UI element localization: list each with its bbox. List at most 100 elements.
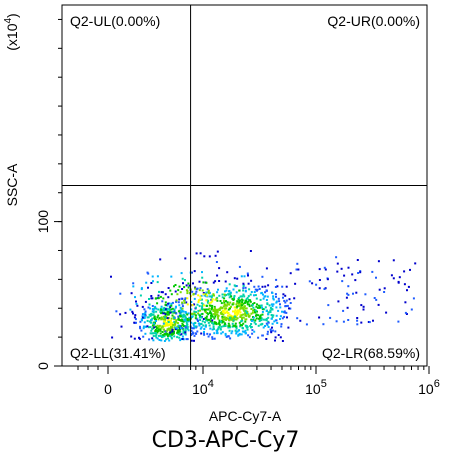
event-dots — [110, 250, 417, 342]
event-dot — [152, 313, 155, 316]
event-dot — [221, 293, 224, 296]
event-dot — [179, 315, 182, 318]
event-dot — [275, 306, 278, 309]
event-dot — [230, 314, 232, 317]
event-dot — [259, 316, 262, 319]
event-dot — [377, 303, 380, 306]
event-dot — [184, 331, 187, 334]
event-dot — [211, 304, 214, 307]
event-dot — [184, 257, 187, 260]
event-dot — [412, 297, 415, 300]
event-dot — [242, 327, 244, 330]
event-dot — [259, 298, 262, 301]
event-dot — [206, 301, 209, 304]
event-dot — [256, 306, 259, 309]
event-dot — [268, 304, 271, 307]
event-dot — [237, 304, 240, 307]
event-dot — [193, 270, 196, 273]
event-dot — [318, 287, 321, 290]
event-dot — [132, 282, 135, 285]
event-dot — [158, 334, 160, 337]
event-dot — [247, 334, 250, 337]
event-dot — [249, 299, 252, 302]
event-dot — [203, 330, 205, 333]
event-dot — [190, 271, 193, 274]
event-dot — [288, 298, 291, 301]
event-dot — [165, 312, 168, 315]
event-dot — [148, 313, 151, 316]
event-dot — [150, 319, 153, 322]
event-dot — [119, 313, 122, 316]
event-dot — [170, 317, 173, 320]
event-dot — [183, 299, 186, 302]
event-dot — [155, 307, 158, 310]
event-dot — [173, 321, 176, 324]
event-dot — [275, 278, 278, 281]
event-dot — [248, 305, 251, 308]
event-dot — [225, 289, 228, 292]
event-dot — [180, 310, 183, 313]
event-dot — [143, 308, 146, 311]
event-dot — [246, 328, 249, 331]
event-dot — [359, 270, 362, 273]
event-dot — [345, 296, 348, 299]
event-dot — [187, 312, 190, 315]
event-dot — [208, 324, 211, 327]
event-dot — [167, 337, 169, 340]
event-dot — [207, 291, 210, 294]
event-dot — [151, 324, 154, 327]
event-dot — [224, 312, 227, 314]
event-dot — [253, 308, 256, 311]
event-dot — [193, 312, 196, 315]
event-dot — [178, 336, 181, 339]
event-dot — [201, 320, 204, 323]
event-dot — [166, 311, 169, 313]
event-dot — [214, 309, 217, 312]
event-dot — [253, 321, 256, 324]
event-dot — [283, 311, 286, 314]
event-dot — [228, 313, 231, 316]
event-dot — [187, 282, 190, 285]
event-dot — [216, 250, 219, 253]
event-dot — [191, 327, 194, 330]
event-dot — [252, 309, 255, 312]
event-dot — [239, 311, 242, 314]
event-dot — [197, 320, 199, 322]
event-dot — [187, 320, 190, 323]
event-dot — [179, 339, 182, 342]
event-dot — [202, 318, 205, 320]
event-dot — [277, 309, 280, 312]
event-dot — [155, 325, 157, 328]
event-dot — [240, 314, 243, 317]
event-dot — [288, 307, 290, 310]
event-dot — [194, 332, 197, 335]
quadrant-labels: Q2-UL(0.00%) Q2-UR(0.00%) Q2-LL(31.41%) Q2-… — [70, 13, 420, 361]
event-dot — [397, 280, 400, 283]
event-dot — [213, 294, 215, 297]
event-dot — [277, 334, 280, 336]
event-dot — [177, 310, 180, 313]
event-dot — [159, 258, 162, 261]
event-dot — [251, 319, 254, 322]
event-dot — [236, 309, 239, 312]
event-dot — [215, 323, 218, 326]
event-dot — [346, 292, 349, 295]
event-dot — [244, 299, 247, 302]
x-tick-label: 106 — [418, 378, 440, 397]
event-dot — [155, 310, 158, 313]
event-dot — [232, 310, 234, 313]
event-dot — [183, 332, 186, 335]
event-dot — [231, 315, 234, 318]
event-dot — [403, 270, 406, 273]
event-dot — [214, 313, 217, 316]
event-dot — [245, 315, 248, 318]
event-dot — [315, 283, 318, 286]
event-dot — [159, 335, 162, 337]
event-dot — [228, 324, 231, 327]
event-dot — [404, 301, 407, 304]
event-dot — [218, 280, 221, 282]
event-dot — [279, 306, 282, 309]
event-dot — [135, 300, 137, 303]
event-dot — [162, 309, 165, 312]
event-dot — [165, 338, 168, 341]
